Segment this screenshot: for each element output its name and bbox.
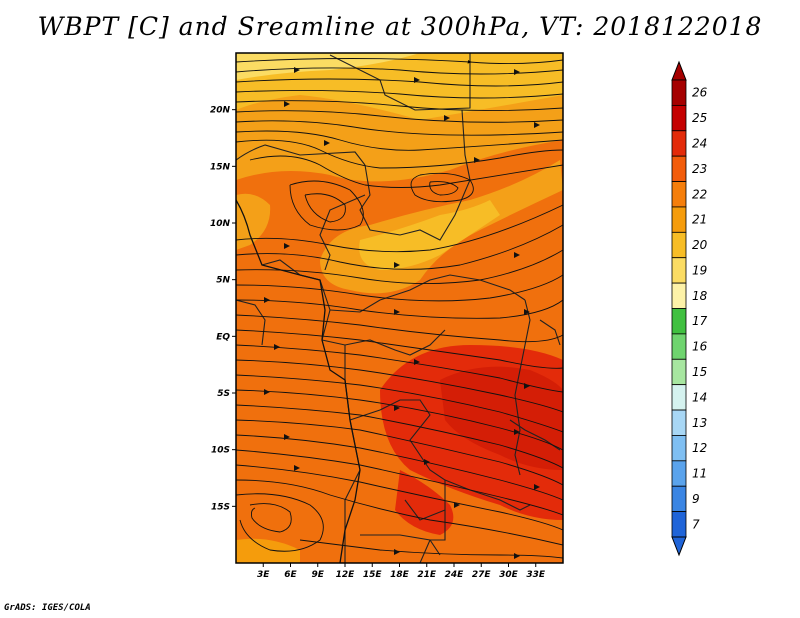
colorbar-bottom-arrow [671,536,687,557]
colorbar-label: 25 [692,111,707,125]
colorbar-swatch [671,485,687,513]
colorbar-swatch [671,130,687,157]
lon-tick-label: 6E [284,570,297,580]
map-plot-area [236,53,563,563]
streamlines [236,58,563,559]
colorbar-label: 17 [692,314,708,328]
country-borders [236,53,561,563]
colorbar-label: 26 [692,86,708,100]
lat-tick-label: 20N [210,106,231,116]
shade-core-dark [440,366,563,470]
colorbar-label: 23 [692,162,707,176]
colorbar-swatch [671,282,687,309]
colorbar-label: 13 [692,416,707,430]
lat-tick-label: 15N [210,162,231,172]
lat-tick-label: 5S [217,389,230,399]
colorbar-swatch [671,104,687,132]
colorbar-label: 15 [692,365,707,379]
colorbar-label: 22 [692,187,707,201]
colorbar-label: 14 [692,390,707,404]
stream-arrows [264,67,540,559]
colorbar-swatch [671,384,687,411]
colorbar-swatch [671,460,687,487]
colorbar-swatch [671,308,687,335]
lat-tick-label: 10S [211,446,230,456]
lon-tick-label: 33E [526,570,546,580]
colorbar-swatch [671,257,687,284]
lon-tick-label: 21E [417,570,437,580]
shade-southwest-orange [236,538,300,563]
colorbar-top-arrow [671,60,687,81]
lon-tick-label: 3E [257,570,270,580]
colorbar-label: 9 [692,492,700,506]
lon-tick-label: 24E [445,570,465,580]
lon-tick-label: 9E [312,570,325,580]
colorbar-label: 24 [692,136,707,150]
lon-tick-label: 18E [390,570,410,580]
lon-tick-label: 27E [472,570,492,580]
lat-tick-label: EQ [216,332,230,342]
lon-axis: 3E 6E 9E 12E 15E 18E 21E 24E 27E 30E 33E [257,563,546,580]
colorbar-swatch [671,435,687,462]
colorbar-label: 20 [692,238,708,252]
colorbar-swatch [671,333,687,360]
lat-tick-label: 10N [210,219,231,229]
colorbar-swatch [671,358,687,386]
colorbar-swatch [671,155,687,182]
lat-axis: 20N 15N 10N 5N EQ 5S 10S 15S [210,106,236,512]
colorbar-label: 11 [692,467,707,481]
colorbar-label: 16 [692,340,708,354]
coastline [236,199,361,563]
shade-west-orange [236,193,271,250]
colorbar-swatch [671,409,687,436]
chart-title: WBPT [C] and Sreamline at 300hPa, VT: 20… [37,12,763,41]
lon-tick-label: 15E [363,570,383,580]
colorbar-swatch [671,231,687,259]
colorbar-label: 19 [692,263,707,277]
colorbar-label: 12 [692,441,707,455]
grads-credit: GrADS: IGES/COLA [4,603,91,613]
lon-tick-label: 30E [499,570,519,580]
colorbar-swatch [671,206,687,233]
shade-south-red [395,470,454,535]
colorbar: 26 25 24 23 22 21 20 19 18 17 16 15 14 13 12 11 9 7 [671,60,708,557]
colorbar-label: 21 [692,213,707,227]
colorbar-label: 18 [692,289,708,303]
colorbar-label: 7 [692,517,700,531]
lat-tick-label: 5N [216,276,230,286]
lat-tick-label: 15S [211,502,230,512]
lon-tick-label: 12E [336,570,356,580]
colorbar-swatch [671,511,687,538]
colorbar-swatch [671,181,687,208]
colorbar-swatch [671,79,687,106]
